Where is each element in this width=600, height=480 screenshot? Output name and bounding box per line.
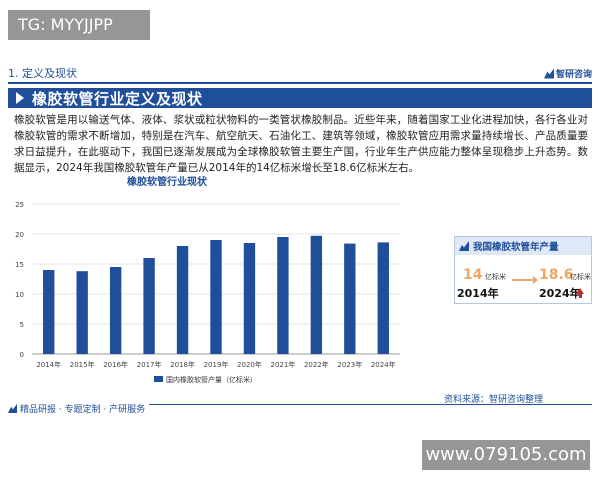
arrow-right-icon xyxy=(512,276,538,284)
arrow-up-icon xyxy=(576,288,584,298)
section-label: 1. 定义及现状 xyxy=(8,67,77,80)
x-tick-label: 2017年 xyxy=(137,360,162,369)
x-tick-label: 2019年 xyxy=(204,360,229,369)
card-from-year: 2014年 xyxy=(457,287,499,300)
x-tick-label: 2021年 xyxy=(270,360,295,369)
logo-icon xyxy=(543,68,554,79)
card-to-value: 18.6 xyxy=(539,267,574,283)
card-header: 我国橡胶软管年产量 xyxy=(455,237,591,255)
x-tick-label: 2024年 xyxy=(371,360,396,369)
card-from-value: 14 xyxy=(463,267,483,283)
bar xyxy=(277,237,289,354)
growth-chart-icon xyxy=(459,241,469,251)
source-note: 资料来源：智研咨询整理 xyxy=(444,395,544,405)
triangle-arrow-icon xyxy=(16,92,24,104)
production-bar-chart: 橡胶软管行业现状 0 5 10 15 20 25 2014年 2015年 2016年 2017年… xyxy=(15,176,400,384)
bar xyxy=(43,270,55,354)
y-tick-label: 15 xyxy=(15,261,24,269)
x-tick-label: 2023年 xyxy=(337,360,362,369)
chart-title: 橡胶软管行业现状 xyxy=(127,176,208,188)
bar xyxy=(310,235,323,354)
x-tick-label: 2018年 xyxy=(170,360,195,369)
x-tick-label: 2022年 xyxy=(304,360,329,369)
footer-logo-icon xyxy=(8,404,17,413)
card-title: 我国橡胶软管年产量 xyxy=(473,242,559,253)
bar xyxy=(143,258,155,354)
card-body: 14 亿标米 2014年 18.6 亿标米 2024年 xyxy=(455,255,591,303)
bar xyxy=(377,242,389,354)
tg-watermark-badge: TG: MYYJJPP xyxy=(8,10,150,40)
footer-tagline: 精品研报 · 专题定制 · 产研服务 xyxy=(8,402,150,415)
title-banner: 橡胶软管行业定义及现状 xyxy=(8,88,592,108)
bar xyxy=(344,243,356,354)
page-title: 橡胶软管行业定义及现状 xyxy=(32,89,203,108)
legend-label: 国内橡胶软管产量（亿标米） xyxy=(166,375,257,384)
card-from-unit: 亿标米 xyxy=(485,273,506,281)
logo-text: 智研咨询 xyxy=(555,70,592,80)
y-tick-label: 0 xyxy=(20,351,24,359)
bar xyxy=(210,240,222,354)
y-tick-label: 5 xyxy=(20,321,24,329)
footer-divider xyxy=(8,404,592,405)
x-tick-label: 2020年 xyxy=(237,360,262,369)
brand-logo: 智研咨询 xyxy=(543,67,592,80)
bar xyxy=(109,267,122,354)
production-summary-card: 我国橡胶软管年产量 14 亿标米 2014年 18.6 亿标米 2024年 xyxy=(454,236,592,304)
url-watermark-badge: www.079105.com xyxy=(422,440,590,470)
y-tick-label: 25 xyxy=(15,201,24,209)
legend-swatch xyxy=(154,376,163,382)
card-to-year: 2024年 xyxy=(539,287,581,300)
x-tick-label: 2016年 xyxy=(103,360,128,369)
x-tick-label: 2014年 xyxy=(36,360,61,369)
y-tick-label: 10 xyxy=(15,291,24,299)
card-to-unit: 亿标米 xyxy=(570,273,591,281)
bar xyxy=(243,243,256,354)
y-tick-label: 20 xyxy=(15,231,24,239)
x-tick-label: 2015年 xyxy=(70,360,95,369)
section-header: 1. 定义及现状 智研咨询 xyxy=(8,66,592,84)
bar xyxy=(176,246,189,354)
bar xyxy=(76,271,88,354)
intro-paragraph: 橡胶软管是用以输送气体、液体、浆状或粒状物料的一类管状橡胶制品。近些年来，随着国… xyxy=(14,114,588,174)
footer-tagline-text: 精品研报 · 专题定制 · 产研服务 xyxy=(20,405,146,415)
